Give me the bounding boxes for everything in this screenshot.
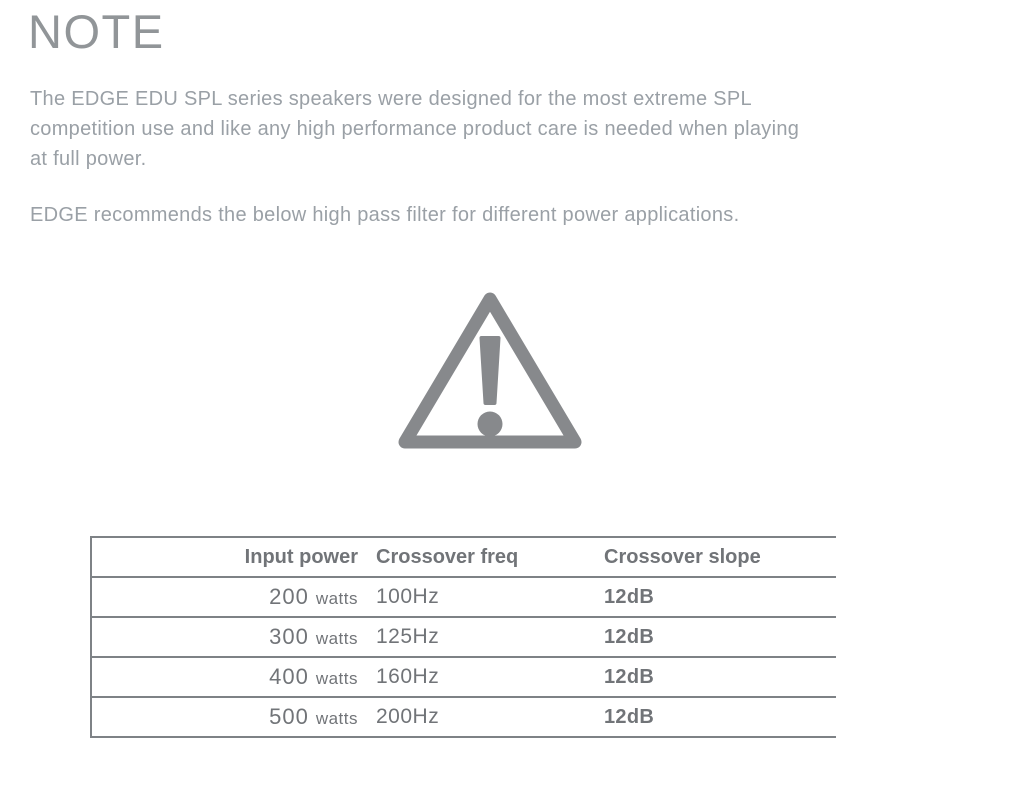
table-row: 500 watts 200Hz 12dB (92, 698, 836, 738)
table-row: 400 watts 160Hz 12dB (92, 658, 836, 698)
crossover-slope-cell: 12dB (604, 705, 655, 728)
power-value: 300 (269, 624, 309, 649)
power-value: 200 (269, 584, 309, 609)
power-unit: watts (315, 629, 358, 648)
column-header-crossover-freq: Crossover freq (376, 545, 519, 568)
intro-paragraph-line: The EDGE EDU SPL series speakers were de… (30, 88, 752, 110)
input-power-cell: 500 watts (92, 704, 364, 730)
input-power-cell: 200 watts (92, 584, 364, 610)
table-row: 300 watts 125Hz 12dB (92, 618, 836, 658)
page-title: NOTE (28, 5, 165, 58)
crossover-freq-cell: 200Hz (376, 705, 440, 728)
intro-paragraph-line: at full power. (30, 148, 147, 170)
crossover-freq-cell: 125Hz (376, 625, 440, 648)
column-header-input-power: Input power (244, 545, 358, 568)
recommendation-paragraph-line: EDGE recommends the below high pass filt… (30, 204, 740, 226)
intro-paragraph: The EDGE EDU SPL series speakers were de… (30, 84, 799, 174)
power-unit: watts (315, 589, 358, 608)
intro-paragraph-line: competition use and like any high perfor… (30, 118, 800, 140)
power-unit: watts (315, 709, 358, 728)
crossover-slope-cell: 12dB (604, 665, 655, 688)
power-unit: watts (315, 669, 358, 688)
warning-triangle-icon (396, 287, 584, 457)
power-value: 400 (269, 664, 309, 689)
crossover-filter-table: Input power Crossover freq Crossover slo… (90, 536, 836, 738)
crossover-slope-cell: 12dB (604, 585, 655, 608)
table-row: 200 watts 100Hz 12dB (92, 578, 836, 618)
crossover-freq-cell: 100Hz (376, 585, 440, 608)
input-power-cell: 300 watts (92, 624, 364, 650)
power-value: 500 (269, 704, 309, 729)
table-header-row: Input power Crossover freq Crossover slo… (92, 538, 836, 578)
input-power-cell: 400 watts (92, 664, 364, 690)
column-header-crossover-slope: Crossover slope (604, 545, 761, 568)
recommendation-paragraph: EDGE recommends the below high pass filt… (30, 200, 739, 230)
crossover-freq-cell: 160Hz (376, 665, 440, 688)
crossover-slope-cell: 12dB (604, 625, 655, 648)
